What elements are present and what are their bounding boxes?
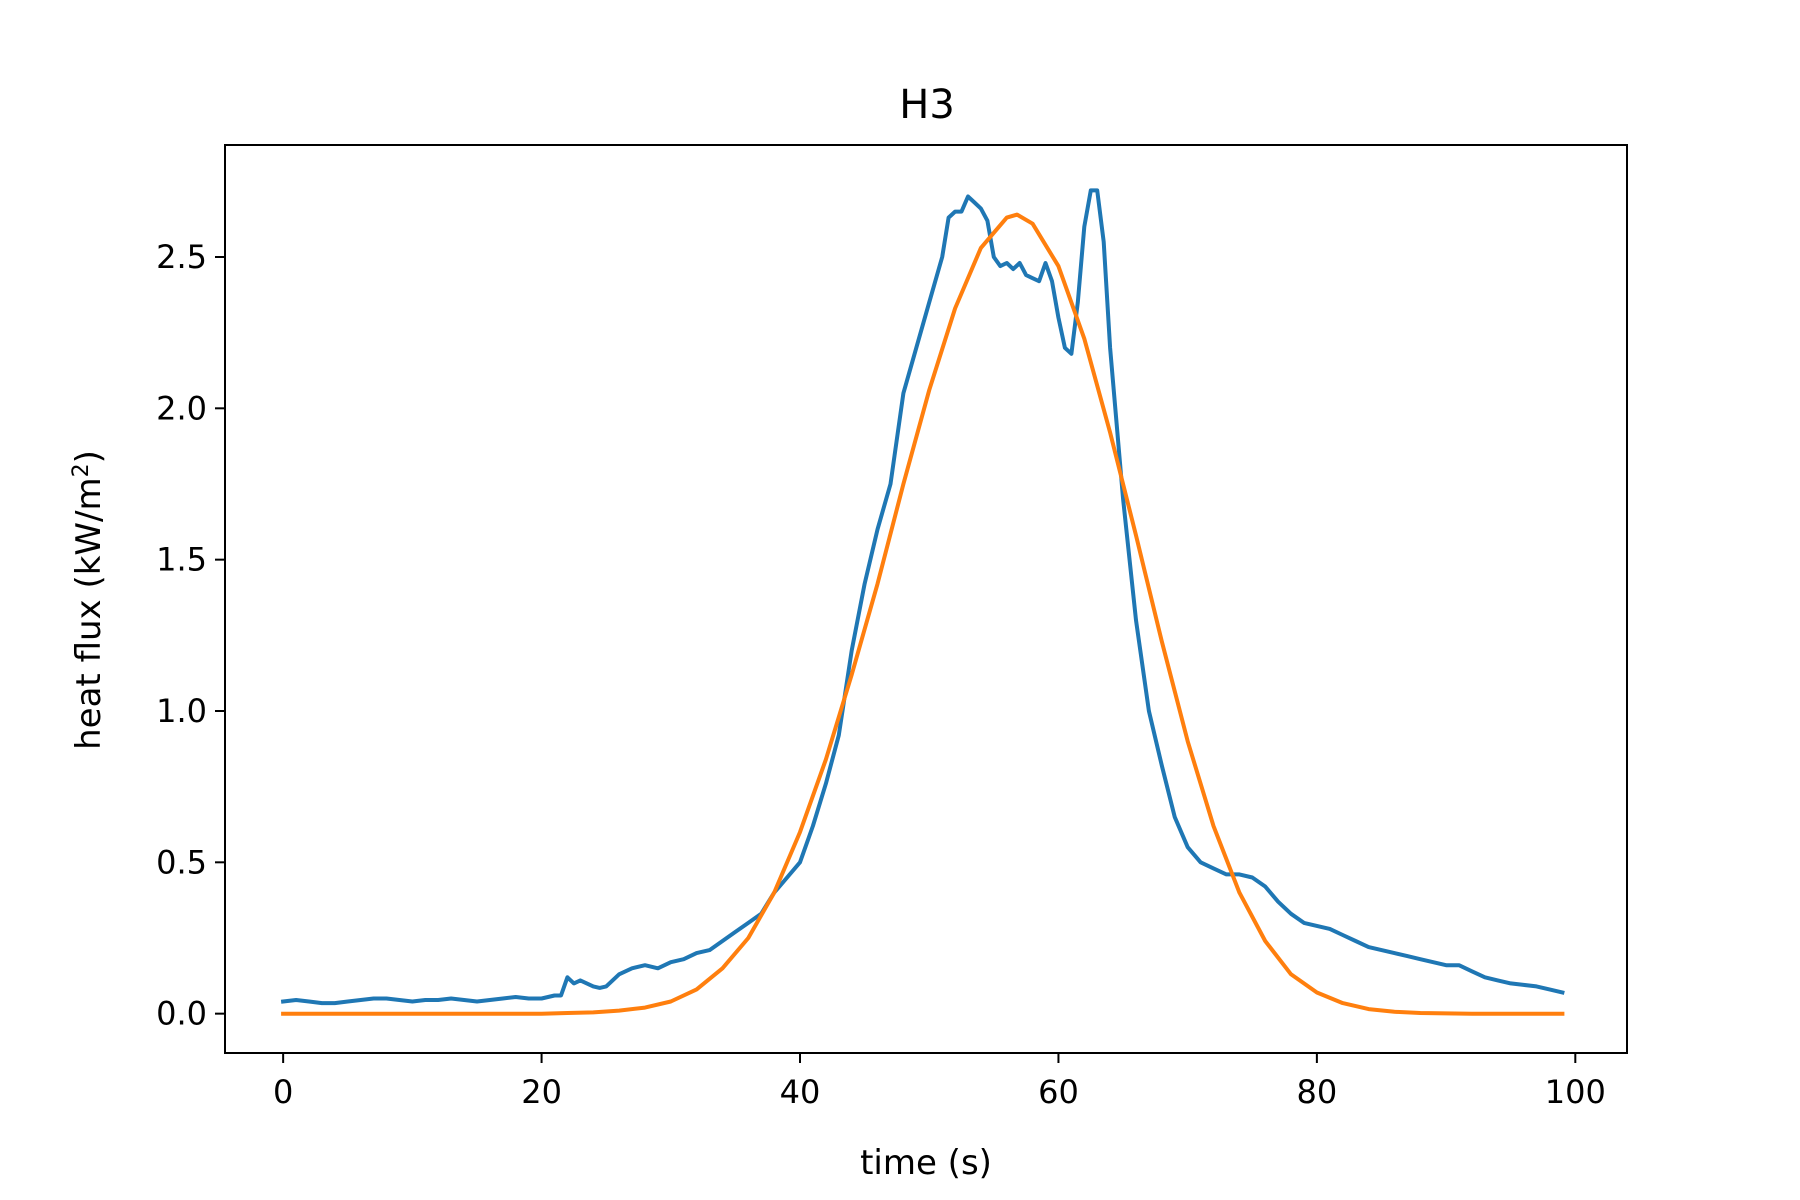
chart-title: H3 <box>899 82 955 128</box>
y-axis-title-main: heat flux (kW/m <box>69 477 109 749</box>
y-axis-title-close: ) <box>69 450 109 463</box>
x-axis-title: time (s) <box>860 1143 992 1183</box>
y-tick-label: 1.0 <box>156 692 207 730</box>
y-tick-label: 2.0 <box>156 389 207 427</box>
y-tick-label: 1.5 <box>156 541 207 579</box>
y-axis-ticks: 0.0 0.5 1.0 1.5 2.0 2.5 <box>156 238 225 1033</box>
series-line-2 <box>281 212 1565 1016</box>
y-axis-title: heat flux (kW/m2) <box>69 450 110 750</box>
x-tick-label: 20 <box>521 1073 562 1111</box>
y-axis-title-superscript: 2 <box>69 463 94 477</box>
series-line-1 <box>280 188 1565 1006</box>
y-tick-label: 2.5 <box>156 238 207 276</box>
x-tick-label: 40 <box>780 1073 821 1111</box>
plot-frame <box>224 144 1628 1054</box>
x-tick-label: 80 <box>1297 1073 1338 1111</box>
y-tick-label: 0.0 <box>156 995 207 1033</box>
x-tick-label: 100 <box>1545 1073 1606 1111</box>
series-layer <box>280 188 1565 1016</box>
x-tick-label: 60 <box>1038 1073 1079 1111</box>
x-tick-label: 0 <box>273 1073 293 1111</box>
y-tick-label: 0.5 <box>156 843 207 881</box>
x-axis-ticks: 0 20 40 60 80 100 <box>273 1053 1606 1111</box>
